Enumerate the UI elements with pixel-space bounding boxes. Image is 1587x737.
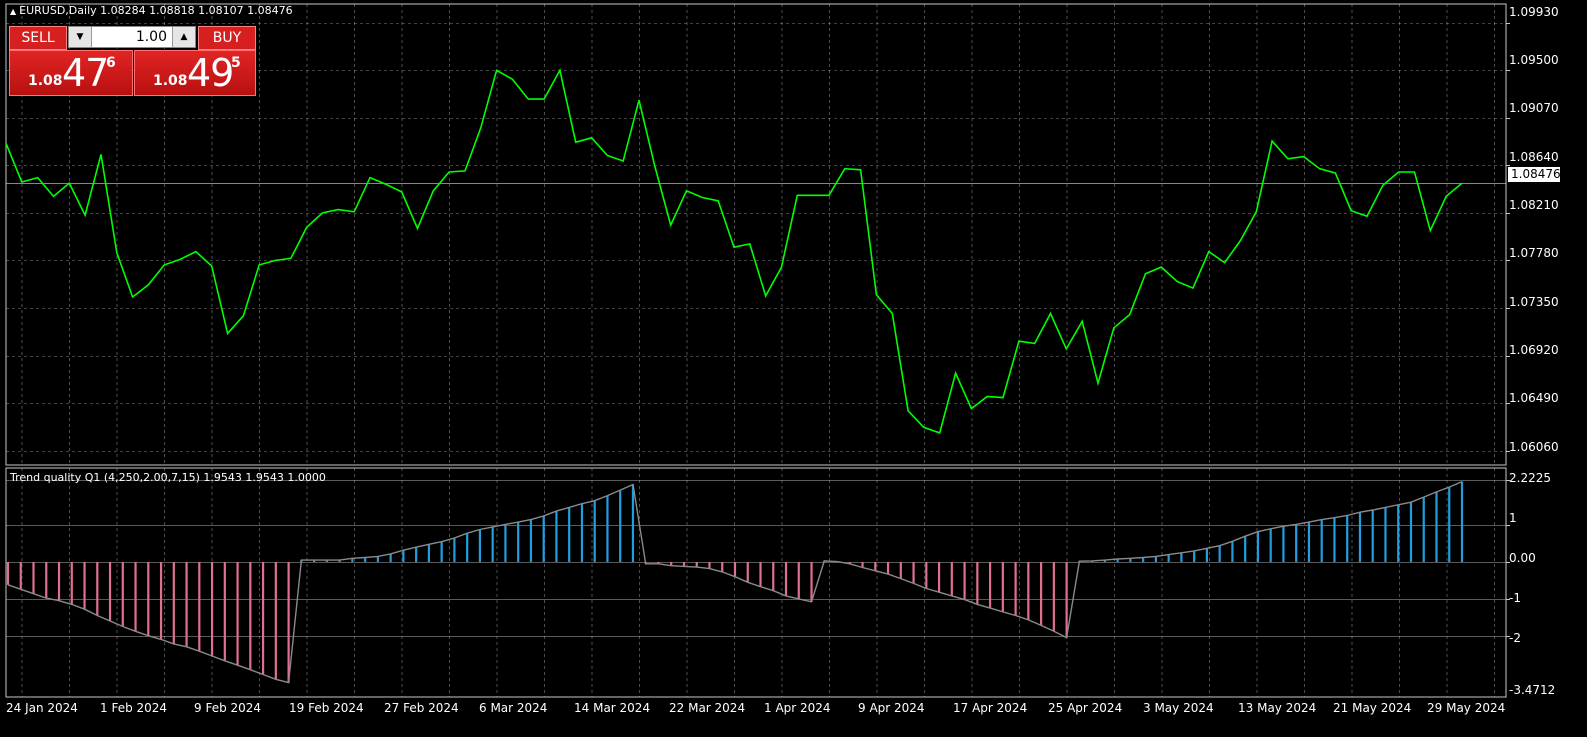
date-tick-label: 19 Feb 2024 xyxy=(289,701,364,715)
date-tick-label: 14 Mar 2024 xyxy=(574,701,651,715)
price-line xyxy=(5,68,1463,434)
price-tick-label: 1.07780 xyxy=(1509,246,1559,260)
indicator-envelope xyxy=(7,480,1463,684)
sell-price-sup: 6 xyxy=(106,55,116,71)
price-tick-label: 1.09070 xyxy=(1509,101,1559,115)
date-tick-label: 17 Apr 2024 xyxy=(953,701,1028,715)
buy-price-sup: 5 xyxy=(231,55,241,71)
date-tick-label: 6 Mar 2024 xyxy=(479,701,548,715)
sell-price-button[interactable]: 1.08 47 6 xyxy=(9,50,133,96)
date-tick-label: 24 Jan 2024 xyxy=(6,701,78,715)
date-tick-label: 3 May 2024 xyxy=(1143,701,1214,715)
price-tick-label: 1.08210 xyxy=(1509,198,1559,212)
indicator-tick-label: 1 xyxy=(1509,511,1517,525)
price-tick-label: 1.08640 xyxy=(1509,150,1559,164)
date-tick-label: 1 Apr 2024 xyxy=(764,701,831,715)
buy-button[interactable]: BUY xyxy=(198,26,256,50)
price-line-group xyxy=(5,68,1463,434)
date-tick-label: 22 Mar 2024 xyxy=(669,701,746,715)
price-tick-label: 1.07350 xyxy=(1509,295,1559,309)
date-tick-label: 25 Apr 2024 xyxy=(1048,701,1123,715)
volume-stepper[interactable]: ▼ 1.00 ▲ xyxy=(68,26,196,48)
volume-increase-icon[interactable]: ▲ xyxy=(172,27,195,47)
indicator-tick-label: -3.4712 xyxy=(1509,683,1556,697)
volume-input[interactable]: 1.00 xyxy=(135,29,167,45)
date-tick-label: 27 Feb 2024 xyxy=(384,701,459,715)
sell-price-big: 47 xyxy=(62,51,109,95)
buy-price-prefix: 1.08 xyxy=(153,73,188,89)
date-tick-label: 21 May 2024 xyxy=(1333,701,1412,715)
indicator-header: Trend quality Q1 (4,250,2.00,7,15) 1.954… xyxy=(10,471,326,484)
indicator-panel-border xyxy=(5,467,1507,698)
indicator-envelope-line xyxy=(7,480,1463,684)
indicator-grid xyxy=(6,468,1506,697)
date-tick-label: 29 May 2024 xyxy=(1427,701,1506,715)
chart-frame xyxy=(5,3,1507,698)
axis-ticks xyxy=(1506,23,1510,637)
price-tick-label: 1.09500 xyxy=(1509,53,1559,67)
indicator-tick-label: 2.2225 xyxy=(1509,471,1551,485)
price-tick-label: 1.06060 xyxy=(1509,440,1559,454)
indicator-tick-label: -1 xyxy=(1509,591,1521,605)
volume-decrease-icon[interactable]: ▼ xyxy=(69,27,92,47)
date-tick-label: 9 Apr 2024 xyxy=(858,701,925,715)
indicator-bars xyxy=(6,481,1464,683)
indicator-tick-label: -2 xyxy=(1509,631,1521,645)
price-tick-label: 1.06490 xyxy=(1509,391,1559,405)
price-tick-label: 1.09930 xyxy=(1509,5,1559,19)
price-tick-label: 1.06920 xyxy=(1509,343,1559,357)
date-tick-label: 9 Feb 2024 xyxy=(194,701,262,715)
current-price-badge: 1.08476 xyxy=(1508,167,1561,182)
collapse-triangle-icon[interactable]: ▲ xyxy=(10,7,17,16)
price-panel-border xyxy=(5,3,1507,466)
indicator-tick-label: 0.00 xyxy=(1509,551,1536,565)
date-tick-label: 13 May 2024 xyxy=(1238,701,1317,715)
price-grid xyxy=(6,4,1506,465)
buy-price-button[interactable]: 1.08 49 5 xyxy=(134,50,256,96)
chart-symbol-header: ▲ EURUSD,Daily 1.08284 1.08818 1.08107 1.… xyxy=(10,4,293,17)
buy-price-big: 49 xyxy=(187,51,234,95)
sell-button[interactable]: SELL xyxy=(9,26,67,50)
symbol-info: EURUSD,Daily 1.08284 1.08818 1.08107 1.0… xyxy=(19,4,293,17)
date-tick-label: 1 Feb 2024 xyxy=(100,701,168,715)
sell-price-prefix: 1.08 xyxy=(28,73,63,89)
